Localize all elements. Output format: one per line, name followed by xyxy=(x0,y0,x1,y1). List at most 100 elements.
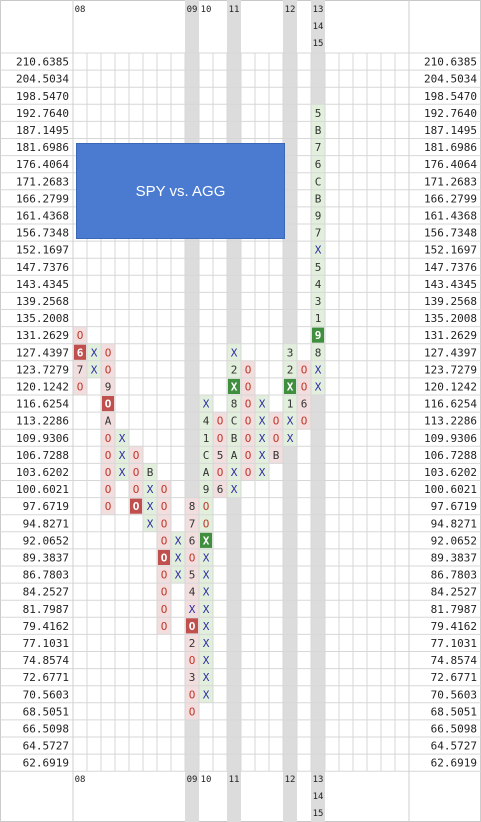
column-tint xyxy=(199,463,213,481)
price-label-left: 156.7348 xyxy=(16,227,69,240)
column-tint xyxy=(185,651,199,669)
column-tint xyxy=(185,566,199,584)
pnf-box: O xyxy=(105,398,112,411)
pnf-box: 7 xyxy=(315,141,322,154)
year-label-bottom: 09 xyxy=(187,775,198,785)
highlight-box xyxy=(200,532,212,548)
price-label-left: 72.6771 xyxy=(23,671,69,684)
price-label-right: 100.6021 xyxy=(424,483,477,496)
column-tint xyxy=(227,480,241,498)
price-label-right: 187.1495 xyxy=(424,124,477,137)
column-tint xyxy=(227,429,241,447)
pnf-box: X xyxy=(203,654,210,667)
price-label-left: 64.5727 xyxy=(23,740,69,753)
pnf-box: X xyxy=(189,603,196,616)
column-tint xyxy=(227,446,241,464)
column-tint xyxy=(101,446,115,464)
pnf-box: O xyxy=(301,415,308,428)
column-tint xyxy=(199,634,213,652)
column-tint xyxy=(199,395,213,413)
highlight-box xyxy=(284,378,296,394)
pnf-box: 9 xyxy=(315,329,322,342)
column-tint xyxy=(311,377,325,395)
price-label-left: 131.2629 xyxy=(16,329,69,342)
price-label-left: 210.6385 xyxy=(16,56,69,69)
pnf-box: 6 xyxy=(189,534,196,547)
year-label-bottom: 12 xyxy=(285,775,296,785)
pnf-box: X xyxy=(203,551,210,564)
pnf-box: X xyxy=(259,449,266,462)
pnf-box: 5 xyxy=(315,107,322,120)
pnf-box: 1 xyxy=(203,432,210,445)
column-tint xyxy=(101,463,115,481)
pnf-box: X xyxy=(203,569,210,582)
price-label-left: 103.6202 xyxy=(16,466,69,479)
pnf-box: X xyxy=(203,637,210,650)
column-tint xyxy=(101,497,115,515)
column-tint xyxy=(199,480,213,498)
price-label-right: 147.7376 xyxy=(424,261,477,274)
column-tint xyxy=(115,429,129,447)
column-tint xyxy=(185,548,199,566)
column-tint xyxy=(241,463,255,481)
column-tint xyxy=(241,429,255,447)
year-label-top: 14 xyxy=(313,22,324,32)
pnf-box: O xyxy=(189,654,196,667)
column-tint xyxy=(101,377,115,395)
pnf-box: 3 xyxy=(189,671,196,684)
pnf-box: X xyxy=(175,551,182,564)
column-tint xyxy=(311,343,325,361)
pnf-box: X xyxy=(287,432,294,445)
pnf-box: O xyxy=(77,380,84,393)
price-label-left: 139.2568 xyxy=(16,295,69,308)
column-tint xyxy=(227,463,241,481)
column-tint xyxy=(199,617,213,635)
price-label-right: 143.4345 xyxy=(424,278,477,291)
column-tint xyxy=(311,121,325,139)
column-tint xyxy=(157,600,171,618)
column-tint xyxy=(185,497,199,515)
pnf-box: O xyxy=(161,586,168,599)
column-tint xyxy=(311,292,325,310)
pnf-box: X xyxy=(203,398,210,411)
pnf-box: X xyxy=(119,432,126,445)
pnf-box: X xyxy=(259,432,266,445)
price-label-right: 92.0652 xyxy=(431,534,477,547)
pnf-box: 9 xyxy=(203,483,210,496)
pnf-box: 7 xyxy=(77,363,84,376)
price-label-left: 161.4368 xyxy=(16,209,69,222)
pnf-box: A xyxy=(105,415,112,428)
year-label-top: 10 xyxy=(201,5,212,15)
pnf-box: 5 xyxy=(189,569,196,582)
price-label-right: 97.6719 xyxy=(431,500,477,513)
price-label-right: 81.7987 xyxy=(431,603,477,616)
pnf-box: 9 xyxy=(315,209,322,222)
price-label-right: 156.7348 xyxy=(424,227,477,240)
pnf-box: 5 xyxy=(315,261,322,274)
column-tint xyxy=(101,412,115,430)
pnf-box: O xyxy=(105,483,112,496)
column-tint xyxy=(101,480,115,498)
column-tint xyxy=(255,429,269,447)
pnf-box: X xyxy=(287,415,294,428)
pnf-box: B xyxy=(231,432,238,445)
price-label-left: 204.5034 xyxy=(16,73,69,86)
price-label-right: 131.2629 xyxy=(424,329,477,342)
price-label-right: 123.7279 xyxy=(424,363,477,376)
year-label-top: 09 xyxy=(187,5,198,15)
pnf-box: O xyxy=(245,363,252,376)
column-tint xyxy=(241,395,255,413)
column-tint xyxy=(283,360,297,378)
price-label-right: 74.8574 xyxy=(431,654,478,667)
price-label-left: 70.5603 xyxy=(23,688,69,701)
column-tint xyxy=(227,395,241,413)
pnf-box: 6 xyxy=(217,483,224,496)
pnf-box: X xyxy=(203,688,210,701)
pnf-box: A xyxy=(231,449,238,462)
price-label-right: 66.5098 xyxy=(431,722,477,735)
pnf-box: 6 xyxy=(301,398,308,411)
pnf-box: 2 xyxy=(189,637,196,650)
price-label-right: 103.6202 xyxy=(424,466,477,479)
price-label-right: 109.9306 xyxy=(424,432,477,445)
